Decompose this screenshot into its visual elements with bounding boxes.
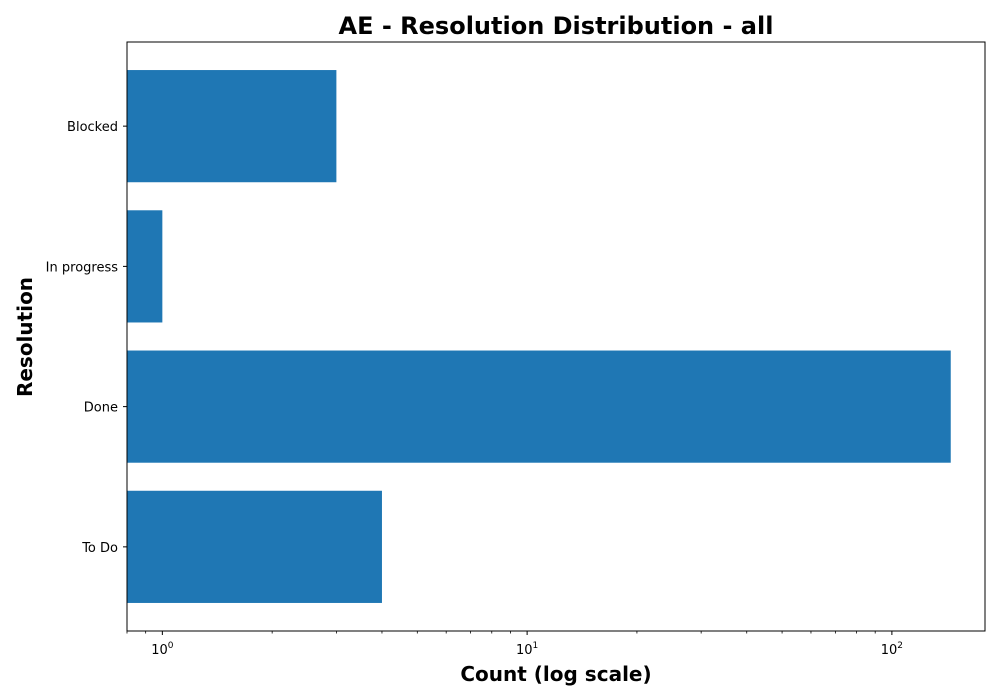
x-axis-label: Count (log scale) — [460, 662, 651, 686]
bars-group — [127, 70, 951, 603]
bar-in-progress — [127, 210, 163, 323]
plot-frame — [126, 41, 986, 632]
x-tick-label: 101 — [516, 641, 538, 658]
x-axis-ticks: 100 101 102 — [126, 631, 903, 658]
y-tick-label: Blocked — [67, 120, 118, 135]
bar-done — [127, 350, 951, 463]
y-tick-label: Done — [84, 401, 118, 416]
y-axis-ticks: To Do Done In progress Blocked — [46, 120, 127, 556]
y-axis-label: Resolution — [13, 277, 37, 397]
x-tick-label: 100 — [151, 641, 174, 658]
chart-title: AE - Resolution Distribution - all — [339, 12, 774, 40]
y-tick-label: In progress — [46, 260, 119, 275]
x-tick-label: 102 — [881, 641, 903, 658]
y-tick-label: To Do — [81, 541, 118, 556]
bar-to-do — [127, 490, 382, 603]
bar-blocked — [127, 70, 337, 183]
